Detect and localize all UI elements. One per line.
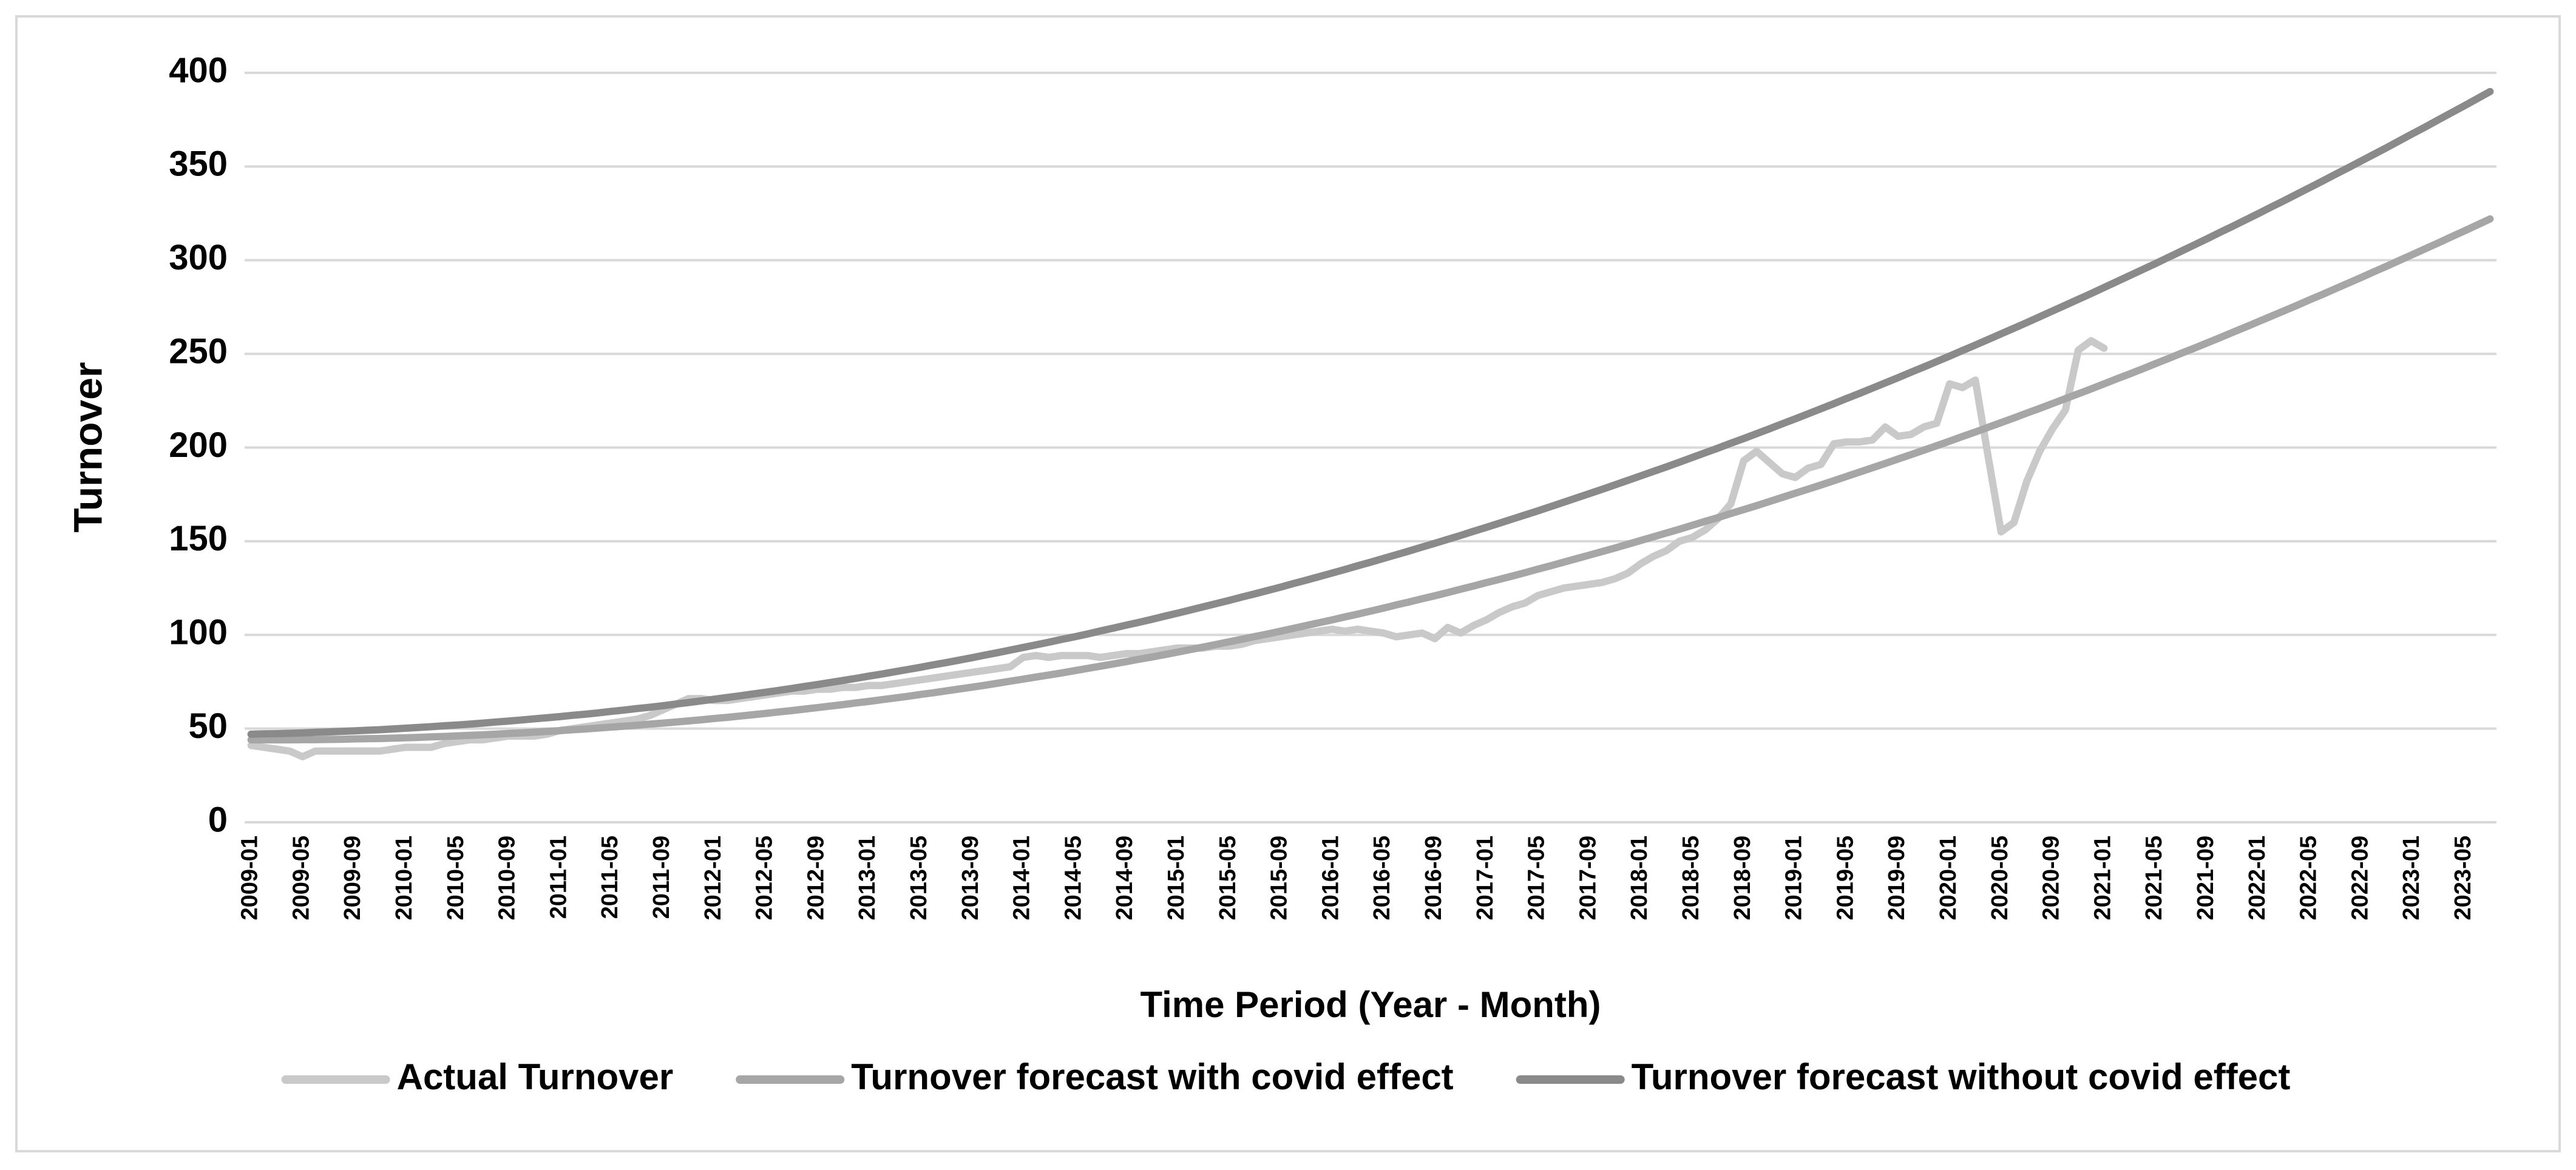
legend-label: Actual Turnover [397,1057,674,1097]
x-tick-label: 2017-09 [1575,836,1601,920]
x-tick-label: 2021-09 [2193,836,2218,920]
x-tick-label: 2010-09 [495,836,520,920]
x-tick-label: 2019-05 [1832,836,1858,920]
y-tick-label: 100 [169,613,228,652]
x-tick-label: 2016-01 [1318,836,1343,920]
y-tick-label: 150 [169,519,228,558]
series-line [247,87,2494,738]
x-tick-label: 2011-09 [649,836,674,919]
x-tick-label: 2014-01 [1009,836,1035,920]
x-tick-label: 2016-09 [1421,836,1446,920]
x-tick-label: 2009-01 [237,836,263,920]
x-tick-label: 2012-09 [803,836,829,920]
x-tick-label: 2017-05 [1524,836,1550,920]
x-tick-label: 2012-01 [700,836,726,920]
y-tick-label: 200 [169,425,228,465]
x-tick-label: 2011-01 [546,836,571,919]
y-axis-title: Turnover [65,362,110,532]
y-tick-label: 300 [169,238,228,277]
series-line [247,215,2494,744]
x-tick-label: 2022-09 [2347,836,2373,920]
x-tick-label: 2019-09 [1884,836,1910,920]
legend-label: Turnover forecast without covid effect [1632,1057,2291,1097]
y-tick-label: 50 [188,706,228,746]
y-tick-label: 400 [169,50,228,90]
x-tick-label: 2018-05 [1678,836,1704,920]
x-tick-label: 2015-09 [1267,836,1292,920]
legend-label: Turnover forecast with covid effect [851,1057,1453,1097]
y-tick-label: 250 [169,331,228,371]
x-tick-label: 2020-01 [1936,836,1961,920]
x-tick-label: 2023-05 [2450,836,2476,920]
x-tick-label: 2015-01 [1164,836,1189,920]
x-tick-label: 2023-01 [2399,836,2424,920]
x-tick-label: 2012-05 [752,836,778,920]
x-tick-label: 2020-09 [2039,836,2064,920]
x-tick-label: 2010-05 [443,836,469,920]
legend-item: Turnover forecast without covid effect [1516,1057,2291,1097]
x-tick-label: 2013-09 [958,836,983,920]
legend-item: Actual Turnover [281,1057,674,1097]
x-tick-label: 2016-05 [1369,836,1395,920]
x-tick-label: 2018-01 [1627,836,1652,920]
y-tick-label: 0 [208,800,228,839]
x-tick-label: 2014-05 [1060,836,1086,920]
x-tick-label: 2013-01 [855,836,880,920]
x-tick-label: 2013-05 [906,836,932,920]
x-tick-label: 2018-09 [1730,836,1755,920]
legend: Actual Turnover Turnover forecast with co… [281,1057,2291,1097]
x-tick-label: 2009-09 [340,836,365,920]
x-axis-title: Time Period (Year - Month) [1141,984,1601,1025]
x-tick-label: 2022-05 [2296,836,2322,920]
legend-item: Turnover forecast with covid effect [736,1057,1454,1097]
x-tick-label: 2015-05 [1215,836,1241,920]
x-tick-label: 2009-05 [288,836,314,920]
x-tick-label: 2020-05 [1987,836,2013,920]
x-tick-label: 2021-01 [2090,836,2115,920]
x-tick-label: 2017-01 [1473,836,1498,920]
x-tick-label: 2019-01 [1781,836,1807,920]
x-tick-label: 2022-01 [2245,836,2270,920]
x-tick-label: 2021-05 [2141,836,2167,920]
x-tick-label: 2010-01 [391,836,417,920]
x-tick-label: 2011-05 [597,836,623,919]
x-tick-label: 2014-09 [1112,836,1137,920]
y-tick-label: 350 [169,144,228,184]
